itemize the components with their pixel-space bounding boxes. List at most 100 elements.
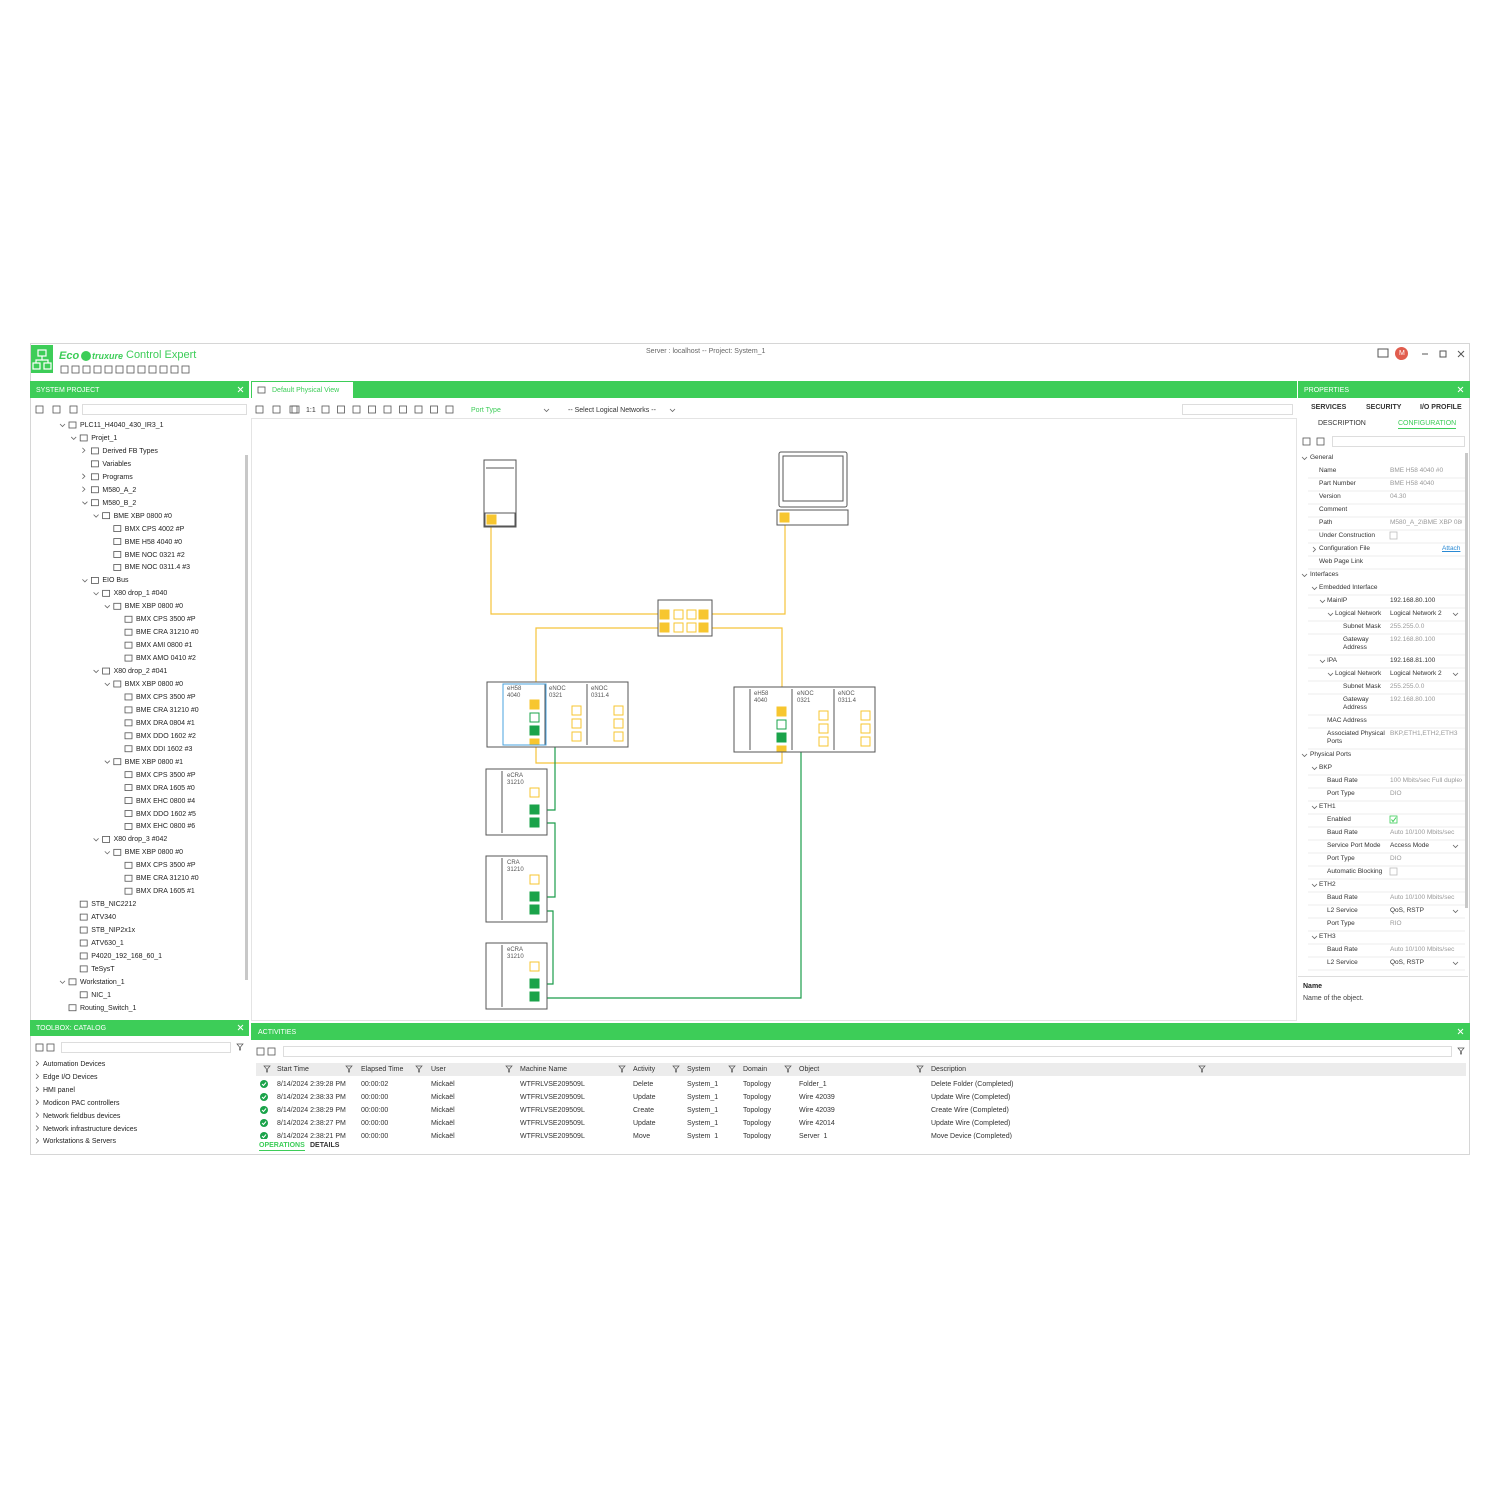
tree-item[interactable]: TeSysT [91,965,115,973]
port-type-select[interactable]: Port Type [471,407,501,414]
tree-item[interactable]: BMX AMI 0800 #1 [136,642,193,650]
property-graphics [1301,456,1465,971]
tree-item[interactable]: X80 drop_2 #041 [113,668,168,676]
property-value[interactable]: Access Mode [1390,842,1430,849]
tree-item[interactable]: Variables [102,460,132,468]
activity-cell: Update Wire (Completed) [931,1094,1011,1101]
tree-item[interactable]: BMX CPS 3500 #P [136,771,196,779]
catalog-item[interactable]: HMI panel [43,1086,75,1094]
tree-item[interactable]: STB_NIP2x1x [91,927,136,935]
activity-cell: Mickaël [431,1120,455,1127]
selected-slot[interactable] [502,683,547,746]
properties-search[interactable] [1332,436,1465,447]
tree-item[interactable]: BMX EHC 0800 #4 [136,797,196,805]
close-icon [237,1024,244,1031]
property-value[interactable]: 192.168.80.100 [1390,597,1436,604]
tree-item[interactable]: BME NOC 0311.4 #3 [124,564,191,572]
tree-item[interactable]: NIC_1 [91,991,112,999]
property-value[interactable]: Logical Network 2 [1390,670,1442,677]
properties-subtab[interactable]: CONFIGURATION [1398,420,1457,429]
tree-item[interactable]: BME H58 4040 #0 [124,538,182,546]
yellow-wire [535,745,783,764]
tree-item[interactable]: BME XBP 0800 #0 [124,849,184,857]
property-link[interactable]: Attach [1442,545,1461,552]
tree-item[interactable]: Derived FB Types [102,447,158,455]
tree-item[interactable]: Routing_Switch_1 [80,1004,137,1012]
module-label: 0321 [797,698,811,704]
property-value: 255.255.0.0 [1390,683,1425,690]
tree-item[interactable]: BMX CPS 4002 #P [124,525,185,533]
tree-item[interactable]: BMX DDO 1602 #2 [136,732,196,740]
tree-item[interactable]: BME XBP 0800 #1 [124,758,184,766]
tree-item[interactable]: BMX CPS 3500 #P [136,693,196,701]
checkbox [1389,867,1398,876]
tree-item[interactable]: ATV340 [91,914,116,922]
catalog-item[interactable]: Modicon PAC controllers [43,1099,120,1107]
tree-item[interactable]: BMX CPS 3500 #P [136,616,196,624]
tree-item[interactable]: BMX DRA 1605 #1 [136,888,195,896]
activities-tab[interactable]: DETAILS [310,1142,340,1149]
tree-item[interactable]: BMX EHC 0800 #6 [136,823,196,831]
property-value[interactable]: QoS, RSTP [1390,959,1424,966]
catalog-item[interactable]: Automation Devices [43,1061,106,1068]
rack-a[interactable] [486,681,629,748]
tree-item[interactable]: Projet_1 [91,434,118,442]
tree-icon [113,680,122,688]
catalog-item[interactable]: Network infrastructure devices [43,1125,138,1133]
catalog-item[interactable]: Edge I/O Devices [43,1073,98,1081]
tree-icon [79,926,88,934]
logical-networks-select[interactable]: -- Select Logical Networks -- [568,407,656,414]
tree-item[interactable]: STB_NIC2212 [91,901,137,909]
tree-item[interactable]: M580_B_2 [102,499,137,507]
tree-item[interactable]: X80 drop_1 #040 [113,590,168,598]
view-tab[interactable] [252,382,353,398]
activities-tab[interactable]: OPERATIONS [259,1142,305,1151]
toolbox-search[interactable] [61,1042,231,1053]
tree-item[interactable]: ATV630_1 [91,940,124,947]
catalog-item[interactable]: Workstations & Servers [43,1138,117,1146]
expander [82,447,86,454]
activities-search[interactable] [283,1046,1452,1057]
tree-item[interactable]: X80 drop_3 #042 [113,836,168,844]
tree-item[interactable]: BMX DRA 1605 #0 [136,784,195,792]
window-controls[interactable] [1377,348,1465,358]
project-scrollbar[interactable] [245,455,248,980]
tree-item[interactable]: BME XBP 0800 #0 [124,603,184,611]
tree-item[interactable]: BMX CPS 3500 #P [136,862,196,870]
property-label: Baud Rate [1327,829,1358,836]
tree-item[interactable]: BMX XBP 0800 #0 [124,681,184,688]
tree-item[interactable]: BME CRA 31210 #0 [136,706,199,714]
tree-item[interactable]: Programs [102,473,133,481]
tree-item[interactable]: PLC11_H4040_430_IR3_1 [80,422,164,429]
tree-item[interactable]: BME NOC 0321 #2 [124,551,185,559]
property-value[interactable]: Logical Network 2 [1390,610,1442,617]
tree-item[interactable]: BME XBP 0800 #0 [113,512,172,520]
catalog-item[interactable]: Network fieldbus devices [43,1112,121,1120]
tree-item[interactable]: BME CRA 31210 #0 [136,629,199,637]
avatar[interactable] [1395,347,1408,360]
properties-scrollbar[interactable] [1465,453,1468,908]
tree-item[interactable]: EIO Bus [102,577,129,585]
property-value: 192.168.80.100 [1390,696,1436,703]
tree-item[interactable]: BMX DDO 1602 #5 [136,810,196,818]
properties-tab[interactable]: I/O PROFILE [1420,404,1462,411]
tree-item[interactable]: BMX DRA 0804 #1 [136,719,195,727]
property-value[interactable]: 192.168.81.100 [1390,657,1436,664]
tree-item[interactable]: M580_A_2 [102,486,137,494]
tree-item[interactable]: BMX DDI 1602 #3 [136,745,193,753]
tree-item[interactable]: BME CRA 31210 #0 [136,875,199,883]
tree-icon [113,538,122,545]
toolbar-icon [383,405,392,414]
properties-tab[interactable]: SERVICES [1311,404,1347,411]
tree-item[interactable]: BMX AMO 0410 #2 [136,655,196,663]
tree-item[interactable]: Workstation_1 [80,978,125,986]
project-search[interactable] [82,404,247,415]
view-tab-label[interactable]: Default Physical View [272,387,340,394]
view-search[interactable] [1182,404,1293,415]
rack-b[interactable] [733,686,876,753]
properties-subtab[interactable]: DESCRIPTION [1318,420,1366,427]
activity-cell: Topology [743,1094,772,1101]
property-value[interactable]: QoS, RSTP [1390,907,1424,914]
properties-tab[interactable]: SECURITY [1366,404,1402,411]
tree-item[interactable]: P4020_192_168_60_1 [91,952,163,960]
